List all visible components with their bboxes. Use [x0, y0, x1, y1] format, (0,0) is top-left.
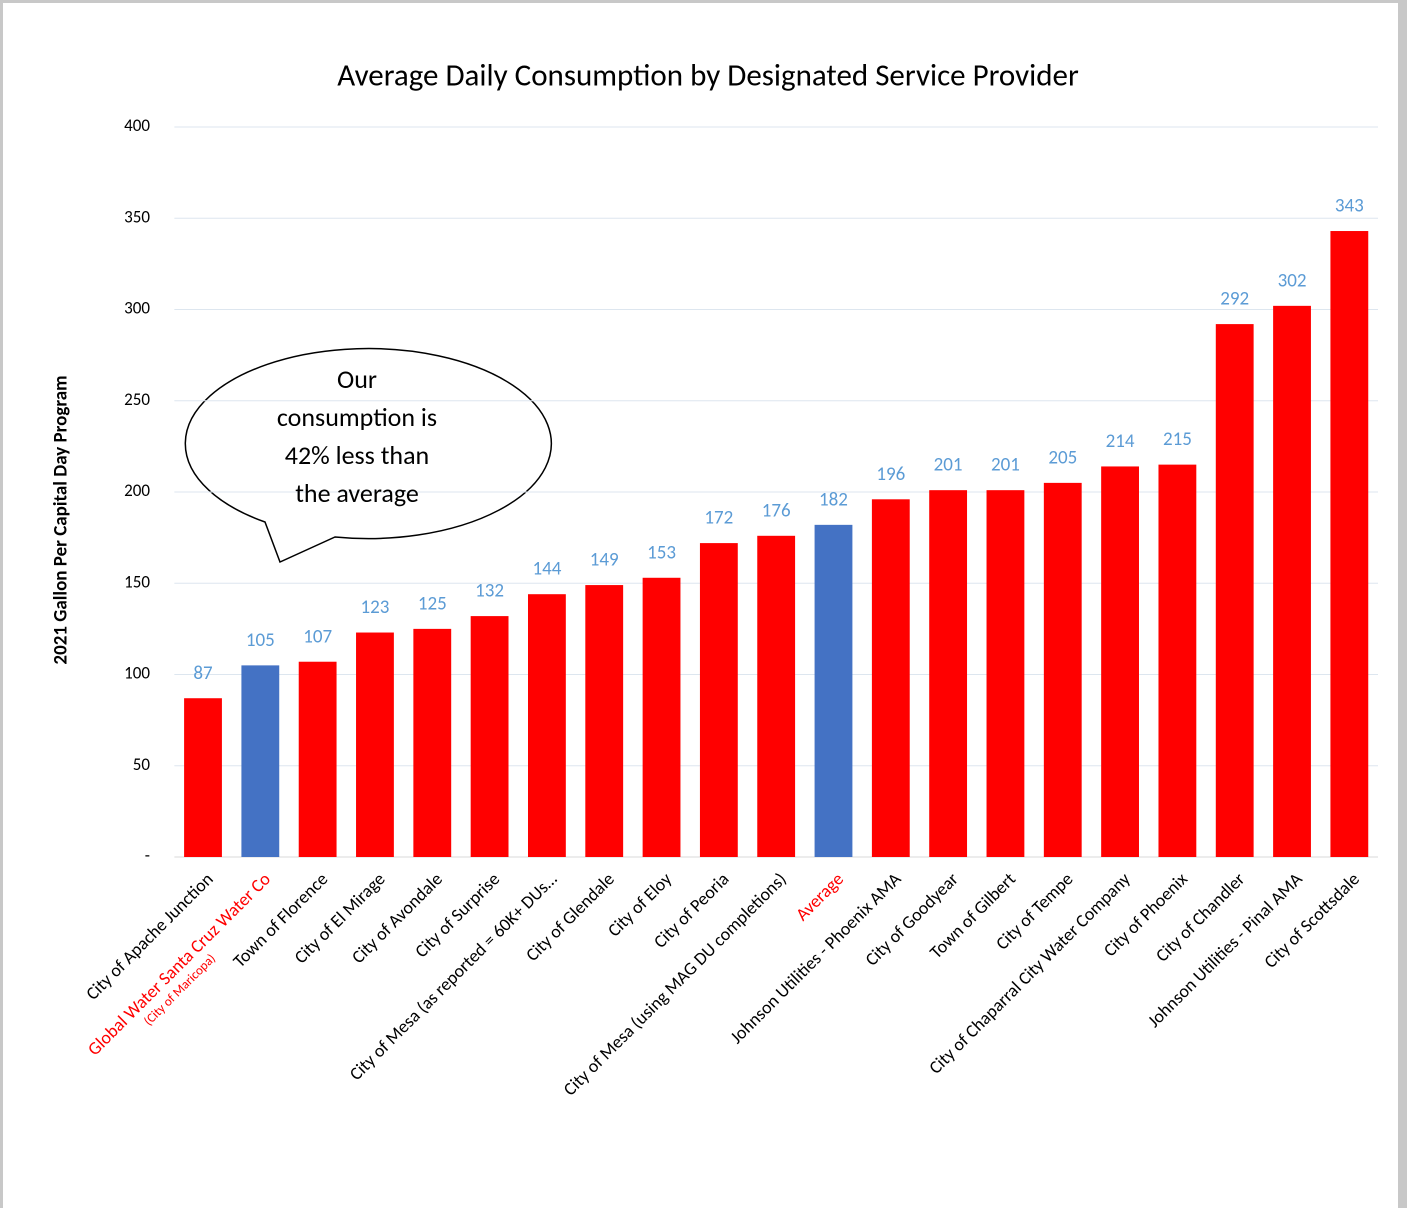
value-label: 149: [590, 549, 619, 572]
y-tick-label: 250: [124, 389, 150, 410]
bar: [1273, 305, 1311, 858]
bar: [1215, 324, 1254, 858]
y-tick-label: 150: [124, 571, 150, 592]
callout-bubble: [184, 347, 553, 564]
value-label: 214: [1106, 430, 1135, 453]
value-label: 105: [246, 629, 275, 652]
bar: [1101, 466, 1139, 857]
value-label: 87: [193, 662, 213, 685]
value-label: 292: [1220, 288, 1249, 311]
value-label: 176: [762, 499, 791, 522]
bar: [1158, 464, 1197, 857]
value-label: 343: [1335, 195, 1364, 218]
y-tick-label: 100: [124, 663, 150, 684]
callout-text: Our: [337, 363, 377, 395]
y-axis-label: 2021 Gallon Per Capital Day Program: [50, 375, 73, 664]
y-tick-label: -: [145, 845, 150, 866]
chart-title: Average Daily Consumption by Designated …: [337, 56, 1079, 94]
bar: [1043, 482, 1082, 857]
bar: [699, 543, 738, 857]
y-tick-label: 400: [124, 115, 150, 136]
bar: [814, 524, 853, 857]
bar: [241, 665, 280, 857]
y-tick-label: 350: [124, 206, 150, 227]
bar: [356, 632, 394, 857]
value-label: 302: [1278, 269, 1307, 292]
value-label: 153: [647, 541, 676, 564]
value-label: 172: [704, 507, 733, 530]
bar: [871, 499, 910, 857]
value-label: 132: [475, 580, 504, 603]
y-tick-label: 50: [133, 754, 151, 775]
value-label: 182: [819, 488, 848, 511]
callout-text: 42% less than: [285, 439, 429, 471]
value-label: 123: [361, 596, 390, 619]
value-label: 144: [532, 558, 561, 581]
value-label: 215: [1163, 428, 1192, 451]
bar: [298, 661, 337, 857]
value-label: 196: [876, 463, 905, 486]
callout-text: the average: [295, 477, 419, 509]
bar: [642, 577, 681, 857]
callout-text: consumption is: [277, 401, 437, 433]
value-label: 201: [934, 454, 963, 477]
value-label: 201: [991, 454, 1020, 477]
y-tick-label: 300: [124, 298, 150, 319]
y-tick-label: 200: [124, 480, 150, 501]
bar: [184, 698, 222, 857]
bar: [929, 490, 968, 857]
bar: [1330, 231, 1369, 857]
value-label: 205: [1048, 446, 1077, 469]
value-label: 125: [418, 592, 447, 615]
bar: [585, 585, 624, 857]
bar: [757, 535, 796, 857]
bar: [470, 616, 509, 857]
value-label: 107: [303, 625, 332, 648]
bar: [527, 594, 566, 857]
bar: [986, 490, 1025, 857]
bar: [413, 628, 452, 857]
